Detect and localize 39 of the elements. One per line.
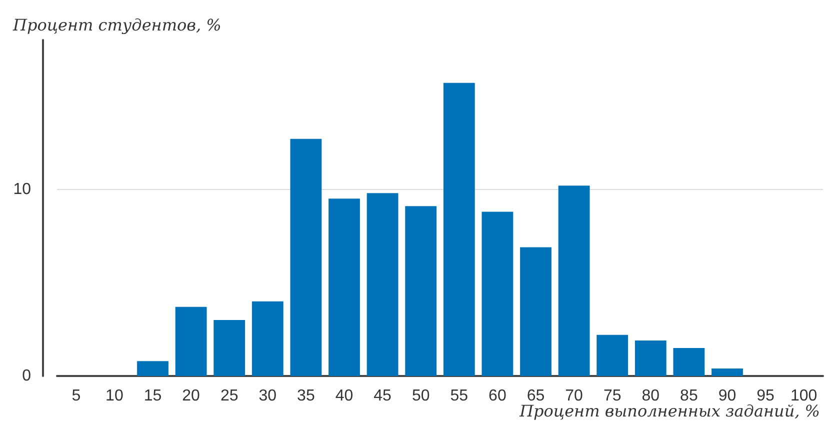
x-tick-label: 40 — [335, 388, 354, 404]
x-tick-label: 35 — [297, 388, 315, 404]
bar — [634, 340, 666, 376]
bar — [596, 334, 628, 376]
bar — [558, 186, 590, 376]
bar — [252, 301, 284, 376]
bar — [405, 206, 437, 376]
bar — [443, 82, 475, 376]
x-tick-label: 70 — [565, 388, 584, 404]
x-tick-label: 95 — [756, 388, 775, 404]
bar — [175, 306, 207, 376]
bar — [482, 212, 514, 376]
x-tick-label: 30 — [258, 388, 277, 404]
x-tick-label: 55 — [450, 388, 468, 404]
x-tick-label: 100 — [790, 388, 818, 404]
x-tick-label: 25 — [220, 388, 238, 404]
bar — [137, 361, 168, 376]
y-axis-title: Процент студентов, % — [12, 16, 222, 34]
bar — [290, 138, 322, 376]
x-tick-label: 75 — [603, 388, 622, 404]
y-tick-label: 0 — [22, 368, 32, 384]
x-axis-title: Процент выполненных заданий, % — [518, 402, 820, 420]
x-tick-label: 90 — [718, 388, 736, 404]
x-tick-label: 10 — [106, 388, 124, 404]
x-tick-label: 20 — [182, 388, 200, 404]
x-tick-label: 50 — [412, 388, 430, 404]
x-tick-label: 65 — [526, 388, 545, 404]
x-tick-label: 85 — [680, 388, 698, 404]
x-tick-label: 45 — [374, 388, 392, 404]
bar — [712, 368, 743, 376]
bar — [214, 320, 246, 376]
x-tick-label: 5 — [72, 388, 81, 404]
bar — [366, 193, 398, 376]
bar — [520, 247, 552, 376]
x-tick-label: 80 — [642, 388, 660, 404]
bar — [328, 198, 360, 376]
x-tick-label: 15 — [144, 388, 162, 404]
bar — [673, 348, 705, 376]
x-tick-label: 60 — [488, 388, 506, 404]
